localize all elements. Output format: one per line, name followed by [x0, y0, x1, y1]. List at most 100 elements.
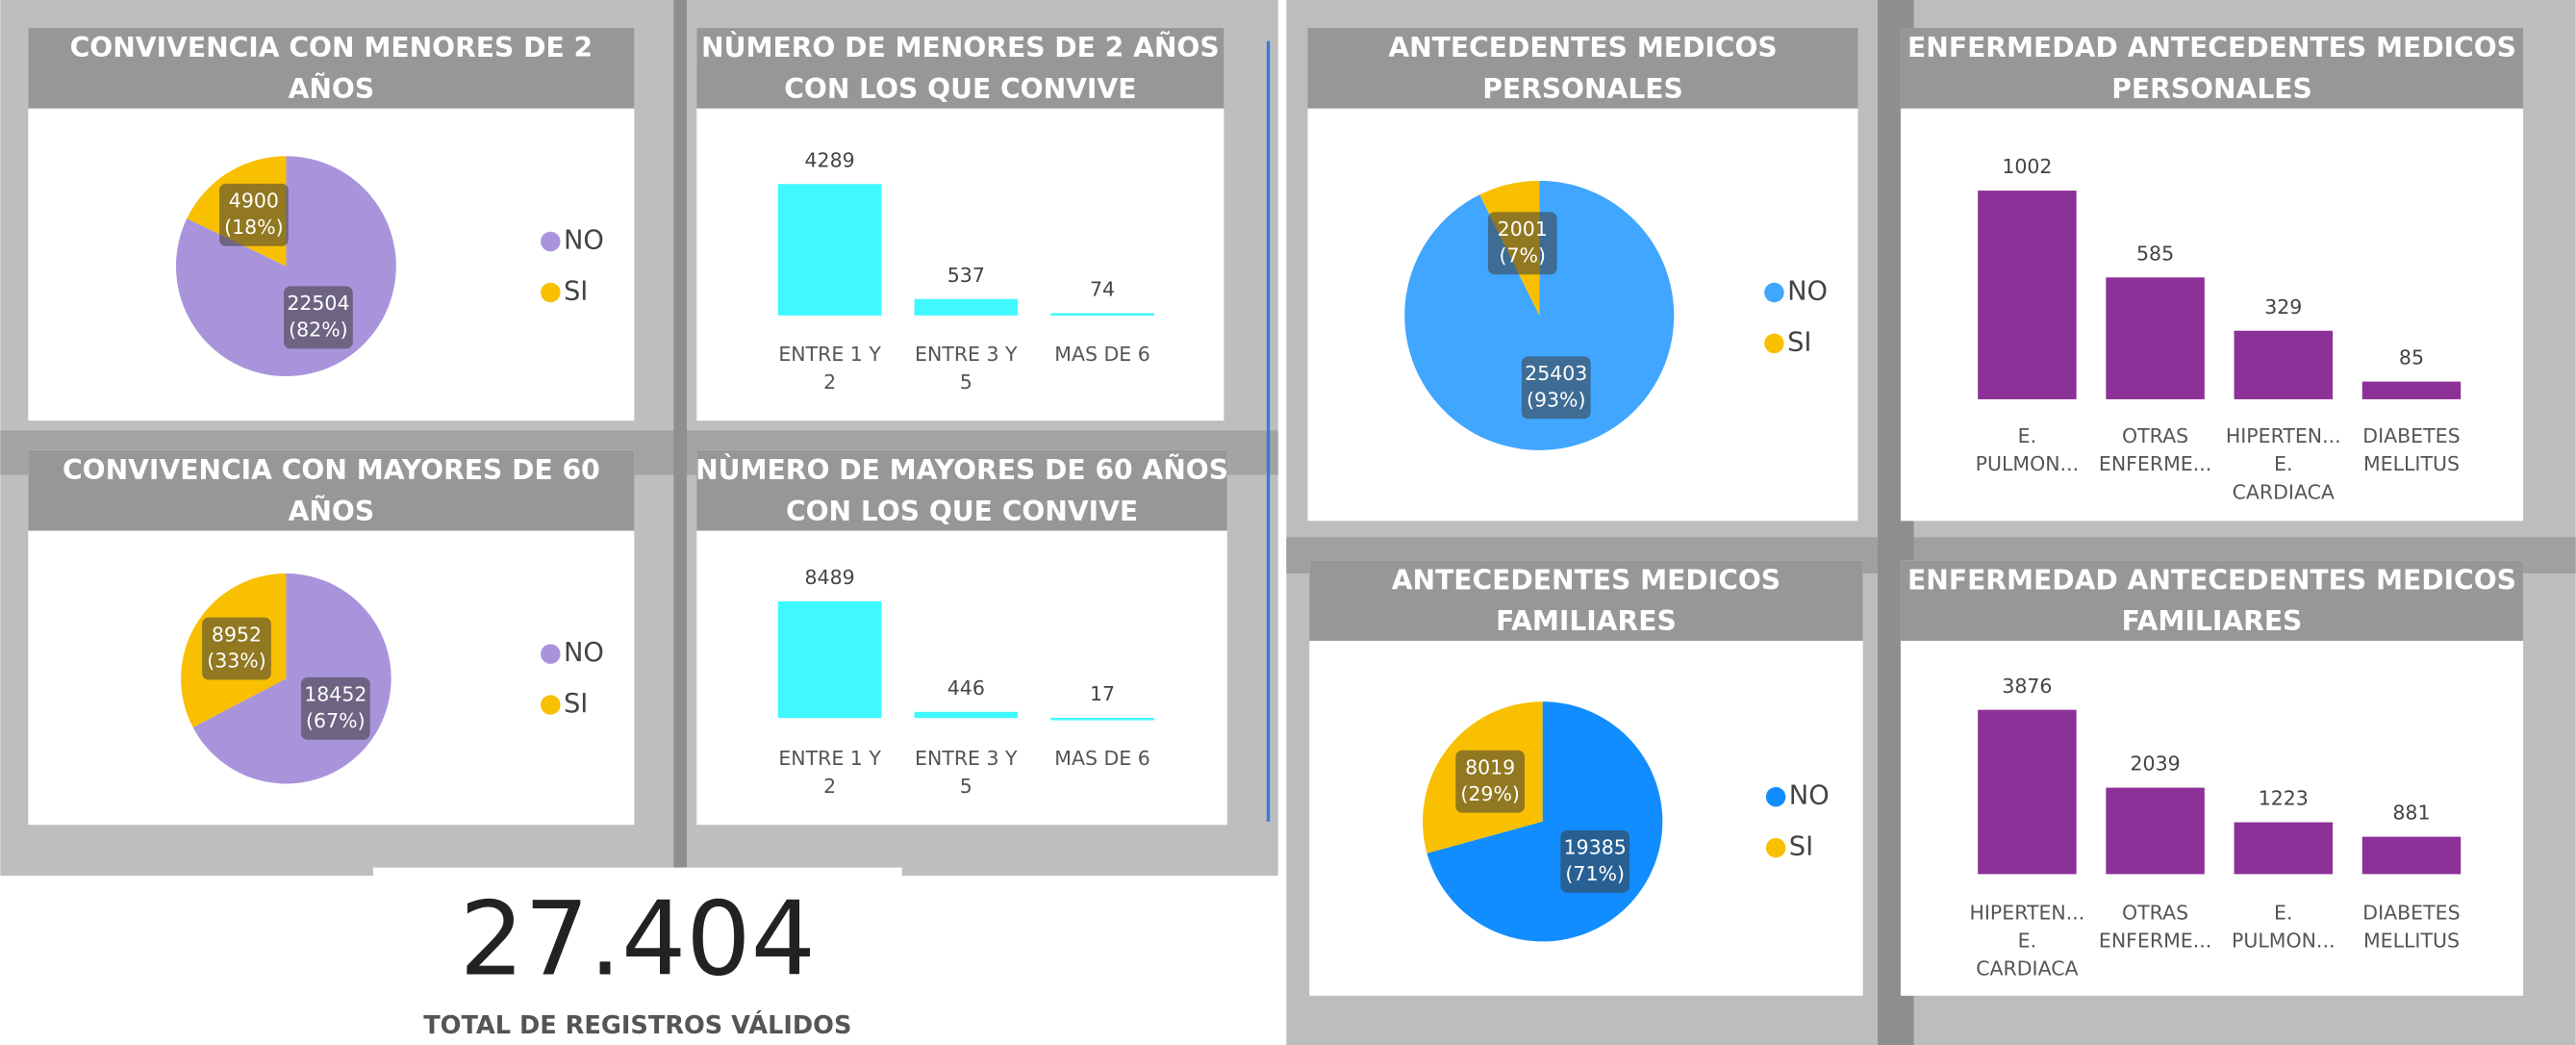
legend-swatch [1764, 333, 1784, 354]
percent-label: (93%) [1527, 389, 1586, 412]
data-label: 1223 [2259, 787, 2309, 810]
data-label: 2039 [2131, 752, 2181, 776]
data-label: 3876 [2002, 675, 2052, 698]
x-tick-label: DIABETES MELLITUS [2362, 901, 2460, 952]
x-tick-label: MAS DE 6 [1054, 343, 1149, 366]
panel-title-bar [1307, 28, 1858, 109]
bar [1050, 313, 1154, 317]
legend-swatch [541, 644, 561, 664]
data-label: 19385 [1564, 836, 1627, 859]
panel-title-bar [696, 28, 1225, 109]
data-label: 25403 [1525, 362, 1587, 385]
panel-title-bar [1900, 560, 2524, 641]
legend-label: NO [564, 638, 604, 668]
bar [2234, 330, 2333, 399]
x-tick-label: E. PULMON... [2232, 901, 2335, 952]
label-box [1455, 750, 1526, 813]
legend-label: NO [564, 226, 604, 256]
data-label: 329 [2264, 295, 2302, 319]
bar [2106, 787, 2205, 875]
panel-title: CONVIVENCIA CON MENORES DE 2 AÑOS [70, 32, 593, 105]
label-box [284, 286, 353, 349]
data-label: 85 [2399, 346, 2424, 370]
kpi-card [372, 867, 902, 1045]
percent-label: (33%) [207, 650, 266, 673]
x-tick-label: OTRAS ENFERME... [2099, 901, 2211, 952]
legend-swatch [1764, 282, 1784, 303]
x-tick-label: DIABETES MELLITUS [2362, 424, 2460, 475]
panel-title: ENFERMEDAD ANTECEDENTES MEDICOS FAMILIARE… [1907, 564, 2516, 637]
kpi-label: TOTAL DE REGISTROS VÁLIDOS [423, 1011, 851, 1040]
data-label: 17 [1090, 682, 1115, 705]
bar [914, 298, 1019, 316]
bar [2234, 822, 2333, 875]
data-label: 2001 [1498, 217, 1548, 241]
legend-label: SI [1787, 327, 1811, 357]
legend-swatch [1765, 786, 1786, 807]
panel-title-bar [28, 28, 635, 109]
panel-title: NÙMERO DE MAYORES DE 60 AÑOS CON LOS QUE … [695, 453, 1228, 527]
data-label: 446 [947, 676, 985, 700]
label-box [1487, 212, 1557, 275]
percent-label: (29%) [1460, 782, 1520, 805]
bar [777, 184, 882, 316]
legend-swatch [541, 282, 561, 303]
x-tick-label: HIPERTEN... E. CARDIACA [1969, 901, 2084, 980]
bar [1978, 191, 2077, 399]
data-label: 537 [947, 264, 985, 287]
legend-label: SI [1789, 832, 1813, 862]
x-tick-label: OTRAS ENFERME... [2099, 424, 2211, 475]
percent-label: (18%) [224, 216, 284, 239]
data-label: 585 [2136, 242, 2174, 265]
panel-title: CONVIVENCIA CON MAYORES DE 60 AÑOS [63, 454, 600, 527]
x-tick-label: E. PULMON... [1976, 424, 2079, 475]
data-label: 1002 [2002, 155, 2052, 178]
legend-swatch [1765, 837, 1786, 858]
label-box [1560, 829, 1630, 893]
divider [673, 0, 688, 877]
data-label: 4289 [805, 148, 855, 171]
bar [777, 600, 882, 719]
data-label: 8019 [1465, 756, 1515, 779]
label-box [1521, 356, 1591, 420]
panel-title-bar [696, 449, 1227, 531]
bar [1050, 717, 1154, 721]
x-tick-label: MAS DE 6 [1054, 747, 1149, 770]
panel-title: ENFERMEDAD ANTECEDENTES MEDICOS PERSONALE… [1907, 32, 2516, 105]
panel-title-bar [1900, 28, 2524, 109]
data-label: 881 [2392, 802, 2430, 825]
legend-swatch [541, 231, 561, 252]
legend-label: NO [1789, 781, 1830, 811]
panel-title: NÙMERO DE MENORES DE 2 AÑOS CON LOS QUE C… [701, 31, 1220, 105]
data-label: 8489 [805, 566, 855, 589]
percent-label: (7%) [1500, 244, 1546, 268]
legend-label: SI [564, 276, 588, 306]
kpi-value: 27.404 [460, 879, 816, 998]
data-label: 8952 [212, 623, 262, 646]
percent-label: (71%) [1565, 862, 1625, 885]
label-box [202, 617, 271, 680]
bar [2106, 277, 2205, 399]
legend-swatch [541, 695, 561, 715]
label-box [300, 676, 370, 740]
data-label: 4900 [229, 190, 279, 213]
legend-label: SI [564, 689, 588, 719]
label-box [219, 183, 289, 246]
panel-title-bar [28, 449, 635, 531]
legend-label: NO [1787, 276, 1828, 306]
bar [1978, 709, 2077, 875]
bar [2361, 381, 2462, 399]
bar [2361, 836, 2462, 875]
percent-label: (67%) [306, 709, 366, 732]
data-label: 18452 [304, 683, 366, 706]
bar [914, 711, 1019, 719]
data-label: 22504 [287, 292, 349, 315]
percent-label: (82%) [289, 319, 348, 342]
panel-title: ANTECEDENTES MEDICOS FAMILIARES [1392, 564, 1780, 637]
